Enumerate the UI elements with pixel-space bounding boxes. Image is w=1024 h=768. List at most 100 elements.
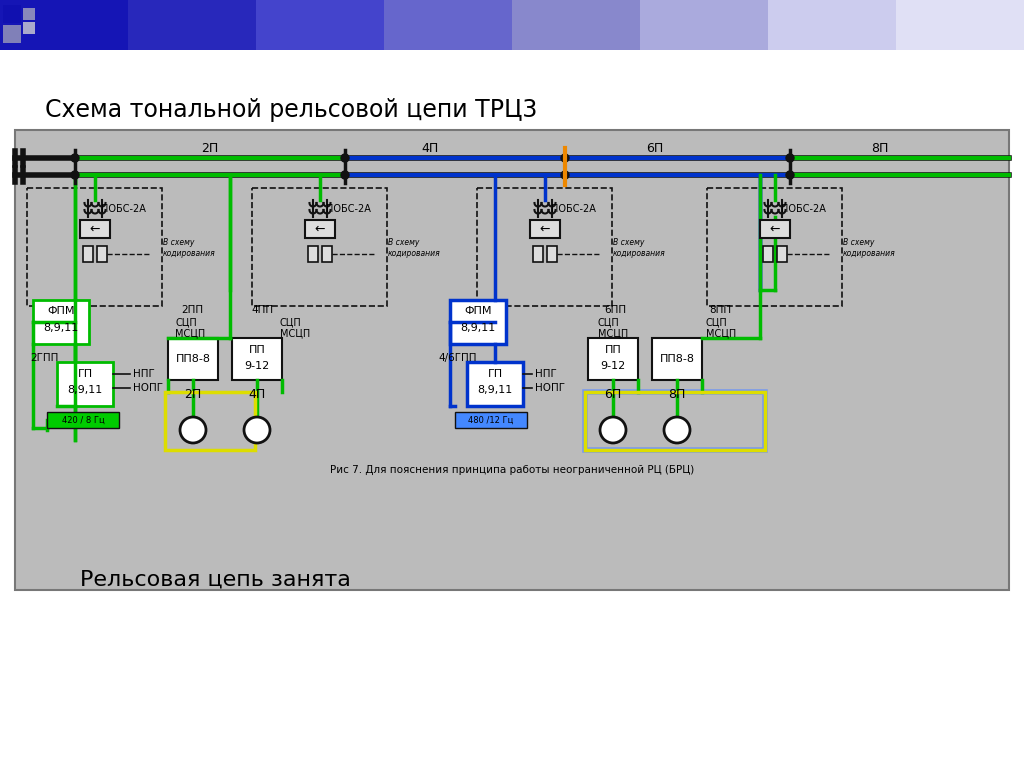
Text: НОПГ: НОПГ [133,383,163,393]
Bar [23,22,35,34]
Text: 2ГПП: 2ГПП [30,353,58,363]
Text: 4П: 4П [249,389,265,402]
Bar [83,246,93,262]
Text: 480 /12 Гц: 480 /12 Гц [468,415,514,425]
Text: ПОБС-2А: ПОБС-2А [100,204,145,214]
Text: 4П: 4П [421,141,438,154]
Text: ФПМ: ФПМ [47,306,75,316]
Bar [640,0,769,50]
Text: 9-12: 9-12 [245,361,269,371]
Bar [467,362,523,406]
Text: ПОБС-2А: ПОБС-2А [780,204,825,214]
Text: Рис 7. Для пояснения принципа работы неограниченной РЦ (БРЦ): Рис 7. Для пояснения принципа работы нео… [330,465,694,475]
Text: 8ПП: 8ПП [709,305,731,315]
Text: НПГ: НПГ [133,369,155,379]
Text: 8,9,11: 8,9,11 [68,385,102,395]
Bar [707,188,842,306]
Text: МСЦП: МСЦП [598,328,629,338]
Bar [512,0,641,50]
Bar [232,338,282,380]
Text: 4/6ГПП: 4/6ГПП [438,353,476,363]
Text: ПОБС-2А: ПОБС-2А [551,204,595,214]
Bar [547,246,557,262]
Bar [588,338,638,380]
Text: Схема тональной рельсовой цепи ТРЦ3: Схема тональной рельсовой цепи ТРЦ3 [45,98,538,122]
Text: МСЦП: МСЦП [175,328,205,338]
Text: НОПГ: НОПГ [535,383,565,393]
Bar [165,392,255,450]
Text: 8,9,11: 8,9,11 [43,323,79,333]
Bar [47,412,119,428]
Bar [0,0,129,50]
Text: 6П: 6П [646,141,664,154]
Bar [305,220,335,238]
Bar [308,246,318,262]
Bar [80,220,110,238]
Bar [252,188,387,306]
Text: 9-12: 9-12 [600,361,626,371]
Circle shape [71,154,79,162]
Text: 2П: 2П [202,141,219,154]
Bar [763,246,773,262]
Text: ФПМ: ФПМ [464,306,492,316]
Circle shape [786,171,794,179]
Text: 4ПП: 4ПП [252,305,274,315]
Bar [256,0,385,50]
Circle shape [786,154,794,162]
Text: ПП: ПП [604,345,622,355]
Bar [97,246,106,262]
Bar [768,0,897,50]
Bar [322,246,332,262]
Bar [777,246,787,262]
Text: 8П: 8П [871,141,889,154]
Text: В схему
кодирования: В схему кодирования [613,238,666,258]
Text: 8,9,11: 8,9,11 [461,323,496,333]
Bar [455,412,527,428]
Text: ←: ← [770,223,780,236]
Circle shape [341,154,349,162]
Circle shape [341,171,349,179]
Bar [477,188,612,306]
Bar [896,0,1024,50]
Text: СЦП: СЦП [175,317,197,327]
Bar [585,392,765,450]
Text: МСЦП: МСЦП [280,328,310,338]
Text: 2П: 2П [184,389,202,402]
Bar [3,25,22,43]
Text: В схему
кодирования: В схему кодирования [163,238,216,258]
Bar [128,0,257,50]
Text: ГП: ГП [78,369,92,379]
Text: ←: ← [314,223,326,236]
Text: ПП8-8: ПП8-8 [659,354,694,364]
Text: 8П: 8П [669,389,686,402]
Text: ПП8-8: ПП8-8 [175,354,211,364]
Circle shape [561,171,569,179]
Bar [57,362,113,406]
Text: ПОБС-2А: ПОБС-2А [326,204,371,214]
Text: ←: ← [90,223,100,236]
Text: ←: ← [540,223,550,236]
Text: 8,9,11: 8,9,11 [477,385,513,395]
Text: 2ПП: 2ПП [181,305,203,315]
Circle shape [180,417,206,443]
Circle shape [561,154,569,162]
Bar [3,5,22,23]
Bar [585,392,765,450]
Text: ГП: ГП [487,369,503,379]
Bar [534,246,543,262]
Text: МСЦП: МСЦП [706,328,736,338]
Bar [168,338,218,380]
Circle shape [244,417,270,443]
Text: СЦП: СЦП [280,317,302,327]
Text: ПП: ПП [249,345,265,355]
Text: НПГ: НПГ [535,369,557,379]
Text: 6ПП: 6ПП [604,305,626,315]
Text: В схему
кодирования: В схему кодирования [843,238,896,258]
Bar [15,130,1009,590]
Bar [450,300,506,344]
Text: В схему
кодирования: В схему кодирования [388,238,440,258]
Text: СЦП: СЦП [706,317,728,327]
Circle shape [664,417,690,443]
Bar [530,220,560,238]
Circle shape [71,171,79,179]
